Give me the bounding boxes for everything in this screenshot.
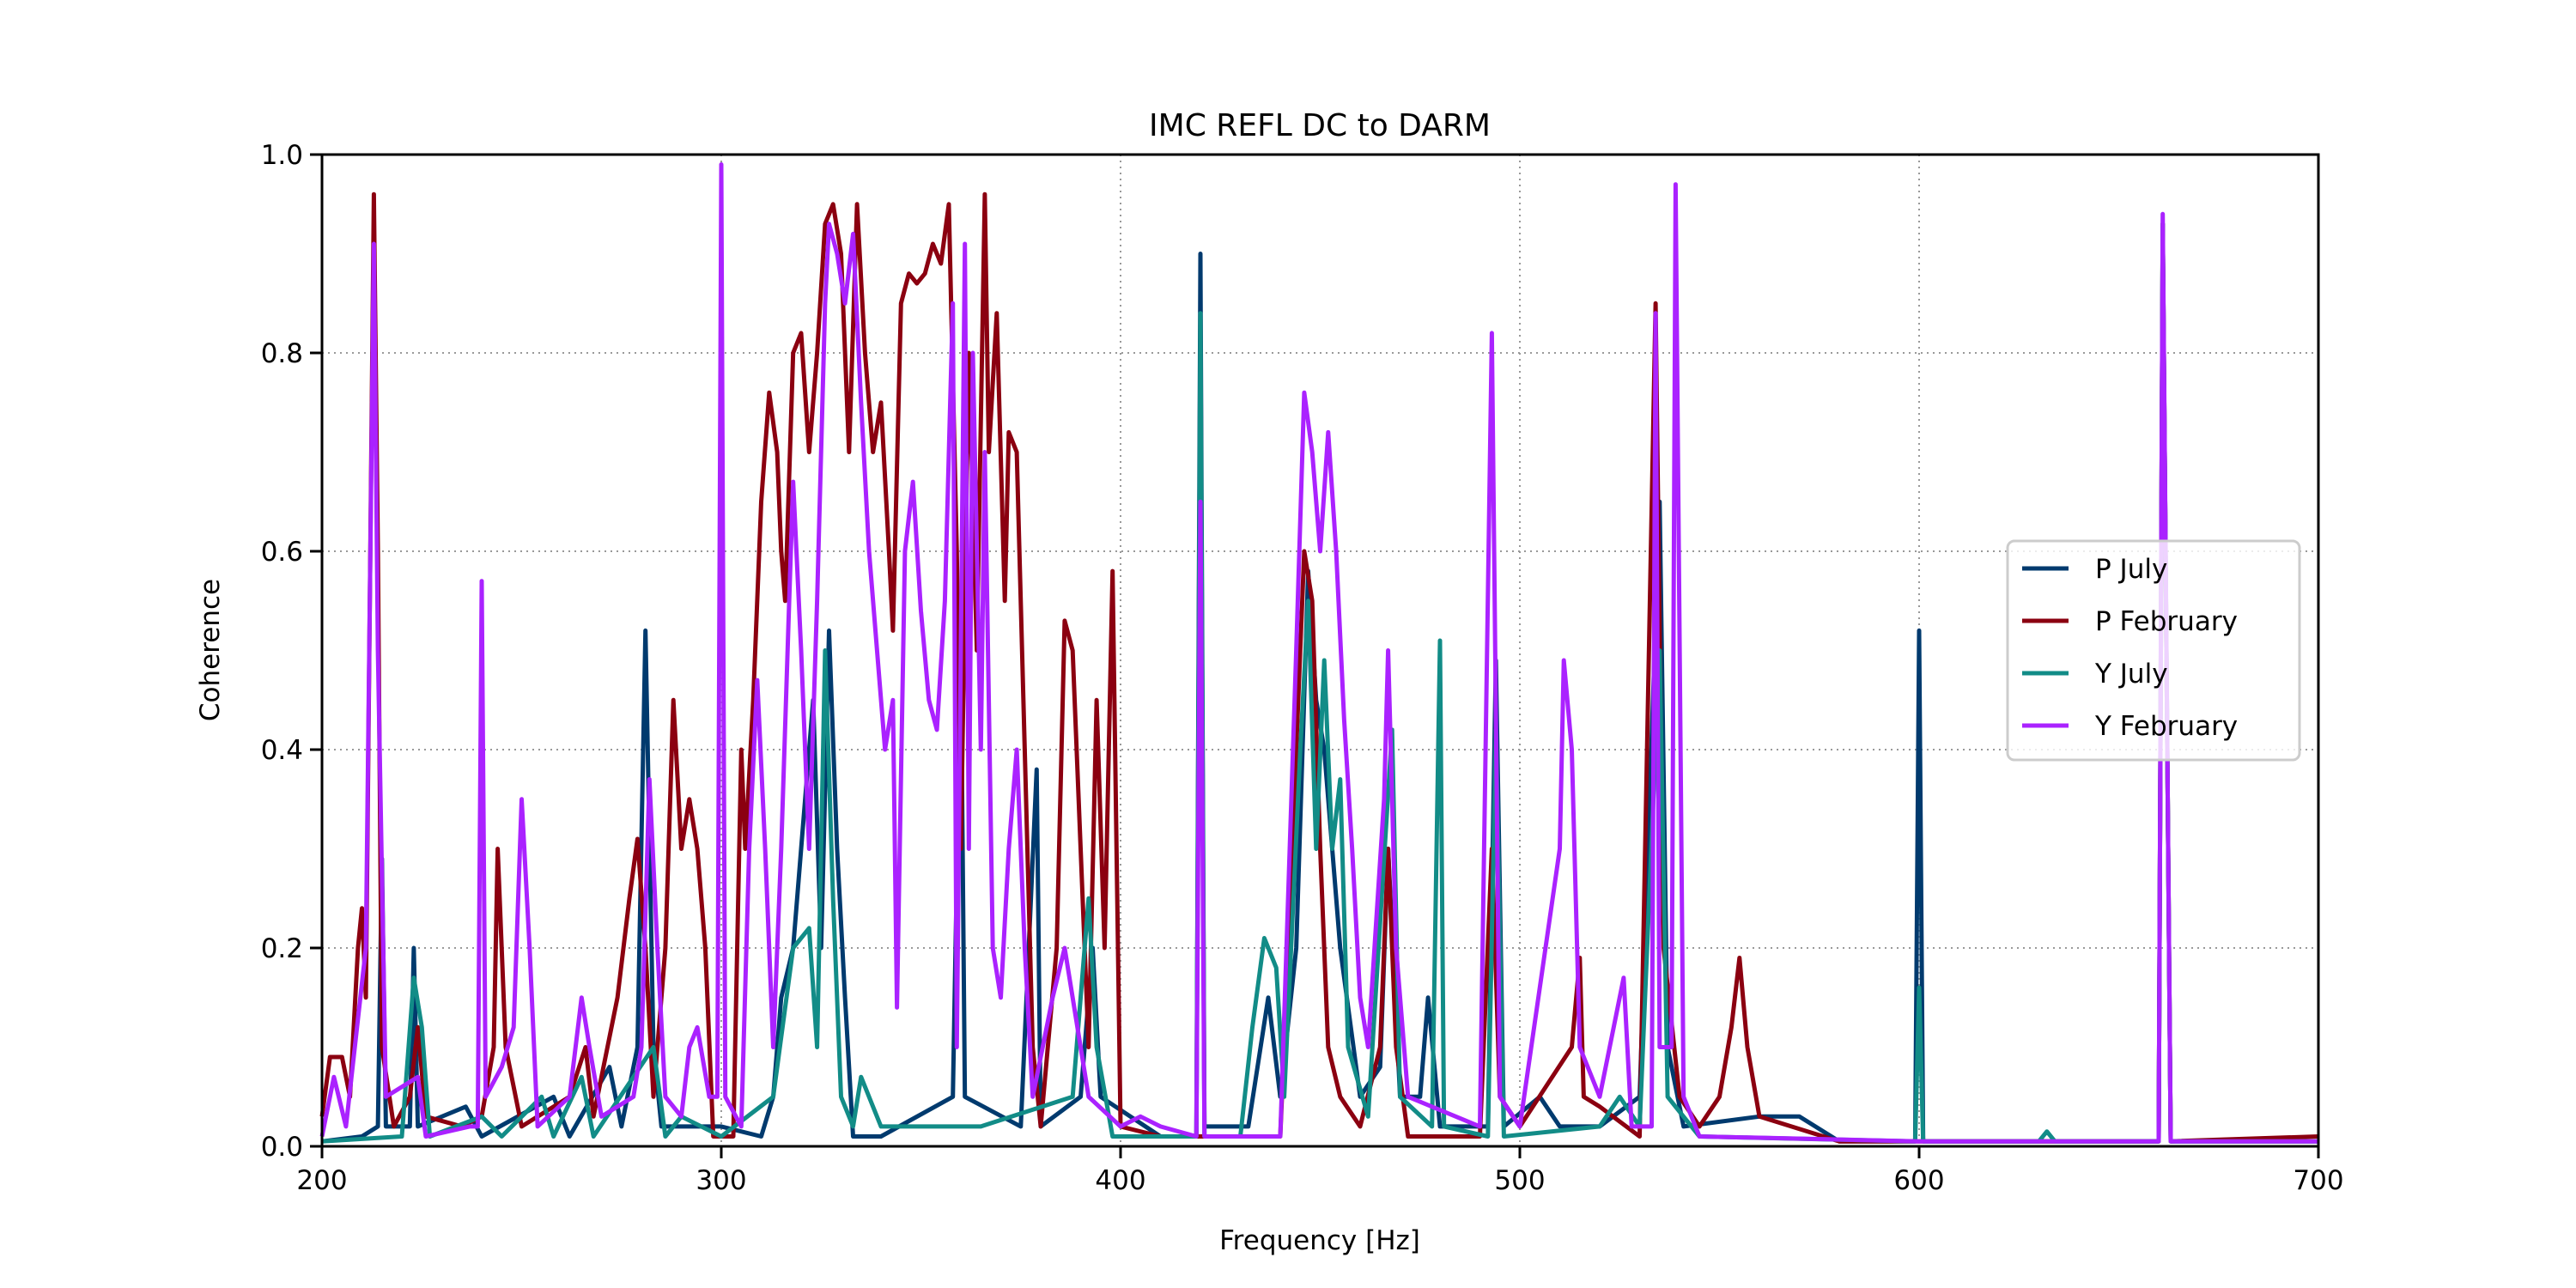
y-axis-label: Coherence (195, 579, 226, 721)
legend-box (2006, 539, 2301, 762)
series-line-y-july (321, 222, 2318, 1144)
series-lines (319, 162, 2319, 1144)
x-tick-label: 500 (1494, 1165, 1545, 1196)
legend: P July P February Y July Y February (2006, 539, 2301, 762)
legend-label: Y February (2094, 711, 2238, 742)
y-tick-label: 0.0 (261, 1132, 303, 1163)
axis-ticks: 200 300 400 500 600 700 0.0 0.2 0.4 0.6 0.8 1.0 (261, 140, 2344, 1196)
y-tick-label: 0.4 (261, 735, 303, 766)
y-tick-label: 0.8 (261, 338, 303, 369)
series-line-p-february (319, 191, 2319, 1144)
y-tick-label: 0.6 (261, 537, 303, 568)
series-line-y-february (319, 162, 2318, 1144)
chart-title: IMC REFL DC to DARM (1149, 108, 1491, 143)
y-tick-label: 0.2 (261, 933, 303, 964)
x-tick-label: 200 (296, 1165, 347, 1196)
x-tick-label: 400 (1095, 1165, 1145, 1196)
legend-label: Y July (2094, 659, 2168, 690)
x-tick-label: 600 (1893, 1165, 1944, 1196)
x-tick-label: 700 (2293, 1165, 2343, 1196)
legend-label: P February (2095, 606, 2238, 637)
plot-frame (320, 153, 2320, 1148)
y-tick-label: 1.0 (261, 140, 303, 171)
x-tick-label: 300 (696, 1165, 746, 1196)
legend-label: P July (2095, 554, 2167, 585)
x-axis-label: Frequency [Hz] (1219, 1225, 1420, 1256)
